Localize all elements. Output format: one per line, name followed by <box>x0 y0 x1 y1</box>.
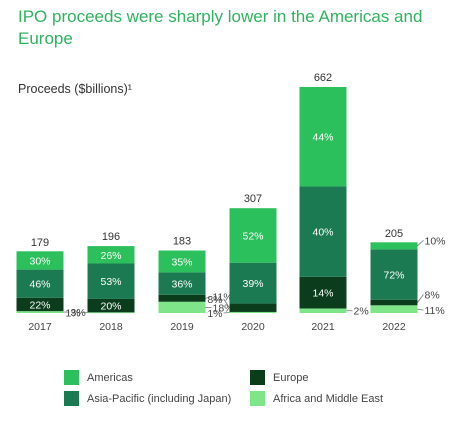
bar-segment-2019-americas <box>158 250 206 273</box>
legend-item-asia-pacific: Asia-Pacific (including Japan) <box>64 391 231 406</box>
bar-segment-2022-africa-and-middle-east <box>370 305 418 313</box>
bar-segment-2017-africa-and-middle-east <box>16 311 64 313</box>
y-axis-label: Proceeds ($billions)¹ <box>18 82 132 96</box>
total-label-2020: 307 <box>244 193 262 205</box>
segment-label-2017-2: 46% <box>29 279 50 291</box>
segment-label-2017-3: 30% <box>29 255 50 267</box>
legend-label-africa-middle-east: Africa and Middle East <box>273 392 384 405</box>
segment-label-2022-0: 11% <box>425 305 445 317</box>
leader-line-2020-1 <box>223 298 230 308</box>
bar-segment-2022-americas <box>370 242 418 250</box>
segment-label-2019-1: 11% <box>213 291 233 303</box>
total-label-2021: 662 <box>314 72 332 84</box>
bar-segment-2017-europe <box>16 297 64 312</box>
segment-label-2017-1: 22% <box>29 299 50 311</box>
bar-segment-2018-africa-and-middle-east <box>87 312 135 314</box>
x-tick-label-2017: 2017 <box>28 321 52 333</box>
bar-segment-2019-africa-and-middle-east <box>158 301 206 313</box>
x-tick-label-2019: 2019 <box>170 321 194 333</box>
bar-segment-2017-americas <box>16 251 64 270</box>
bar-segment-2018-americas <box>87 246 135 264</box>
segment-label-2019-2: 36% <box>171 279 192 291</box>
leader-line-2020-0 <box>223 312 230 314</box>
bar-segment-2021-europe <box>299 276 347 309</box>
segment-label-2017-0: 3% <box>71 307 86 319</box>
leader-line-2019-1 <box>205 295 212 299</box>
legend-swatch-americas <box>64 370 79 385</box>
segment-label-2018-0: 1% <box>65 308 80 320</box>
bar-segment-2022-europe <box>370 299 418 306</box>
segment-label-2021-2: 40% <box>312 227 333 239</box>
total-label-2022: 205 <box>385 228 403 240</box>
x-tick-label-2021: 2021 <box>311 321 335 333</box>
segment-label-2020-3: 52% <box>242 230 263 242</box>
total-label-2018: 196 <box>102 231 120 243</box>
total-label-2019: 183 <box>173 236 191 248</box>
bar-segment-2020-europe <box>229 303 277 312</box>
segment-label-2020-1: 8% <box>207 294 222 306</box>
bar-segment-2020-americas <box>229 208 277 263</box>
segment-label-2019-3: 35% <box>171 256 192 268</box>
x-tick-label-2020: 2020 <box>241 321 265 333</box>
segment-label-2021-3: 44% <box>312 132 333 144</box>
chart-legend: Americas Europe Asia-Pacific (including … <box>64 368 444 418</box>
bar-segment-2019-europe <box>158 294 206 302</box>
legend-item-americas: Americas <box>64 370 133 385</box>
bar-segment-2021-asia-pacific-including-japan- <box>299 186 347 277</box>
leader-line-2022-1 <box>417 294 424 303</box>
x-tick-label-2018: 2018 <box>99 321 123 333</box>
bar-segment-2021-africa-and-middle-east <box>299 308 347 313</box>
segment-label-2018-2: 53% <box>100 276 121 288</box>
legend-label-europe: Europe <box>273 371 309 384</box>
segment-label-2018-3: 26% <box>100 250 121 262</box>
bar-segment-2018-asia-pacific-including-japan- <box>87 263 135 299</box>
bar-segment-2018-europe <box>87 298 135 313</box>
bar-segment-2017-asia-pacific-including-japan- <box>16 269 64 298</box>
legend-item-europe: Europe <box>250 370 308 385</box>
bar-segment-2022-asia-pacific-including-japan- <box>370 249 418 300</box>
legend-swatch-europe <box>250 370 265 385</box>
leader-line-2022-0 <box>417 308 424 311</box>
segment-label-2020-2: 39% <box>242 278 263 290</box>
legend-swatch-asia-pacific <box>64 391 79 406</box>
segment-label-2022-2: 72% <box>383 270 404 282</box>
segment-label-2021-1: 14% <box>312 288 333 300</box>
legend-swatch-africa-middle-east <box>250 391 265 406</box>
bar-segment-2020-asia-pacific-including-japan- <box>229 262 277 304</box>
legend-label-asia-pacific: Asia-Pacific (including Japan) <box>87 392 232 405</box>
legend-item-africa-middle-east: Africa and Middle East <box>250 391 383 406</box>
segment-label-2020-0: 1% <box>207 308 222 320</box>
x-tick-label-2022: 2022 <box>382 321 406 333</box>
segment-label-2018-1: 20% <box>100 301 121 313</box>
bar-segment-2020-africa-and-middle-east <box>229 311 277 313</box>
segment-label-2021-0: 2% <box>354 306 369 318</box>
bar-segment-2021-americas <box>299 87 347 187</box>
segment-label-2022-1: 8% <box>425 290 440 302</box>
leader-line-2022-3 <box>417 240 424 247</box>
chart-title: IPO proceeds were sharply lower in the A… <box>18 7 423 48</box>
total-label-2017: 179 <box>31 237 49 249</box>
legend-label-americas: Americas <box>87 371 133 384</box>
bar-segment-2019-asia-pacific-including-japan- <box>158 272 206 295</box>
segment-label-2022-3: 10% <box>425 235 446 247</box>
